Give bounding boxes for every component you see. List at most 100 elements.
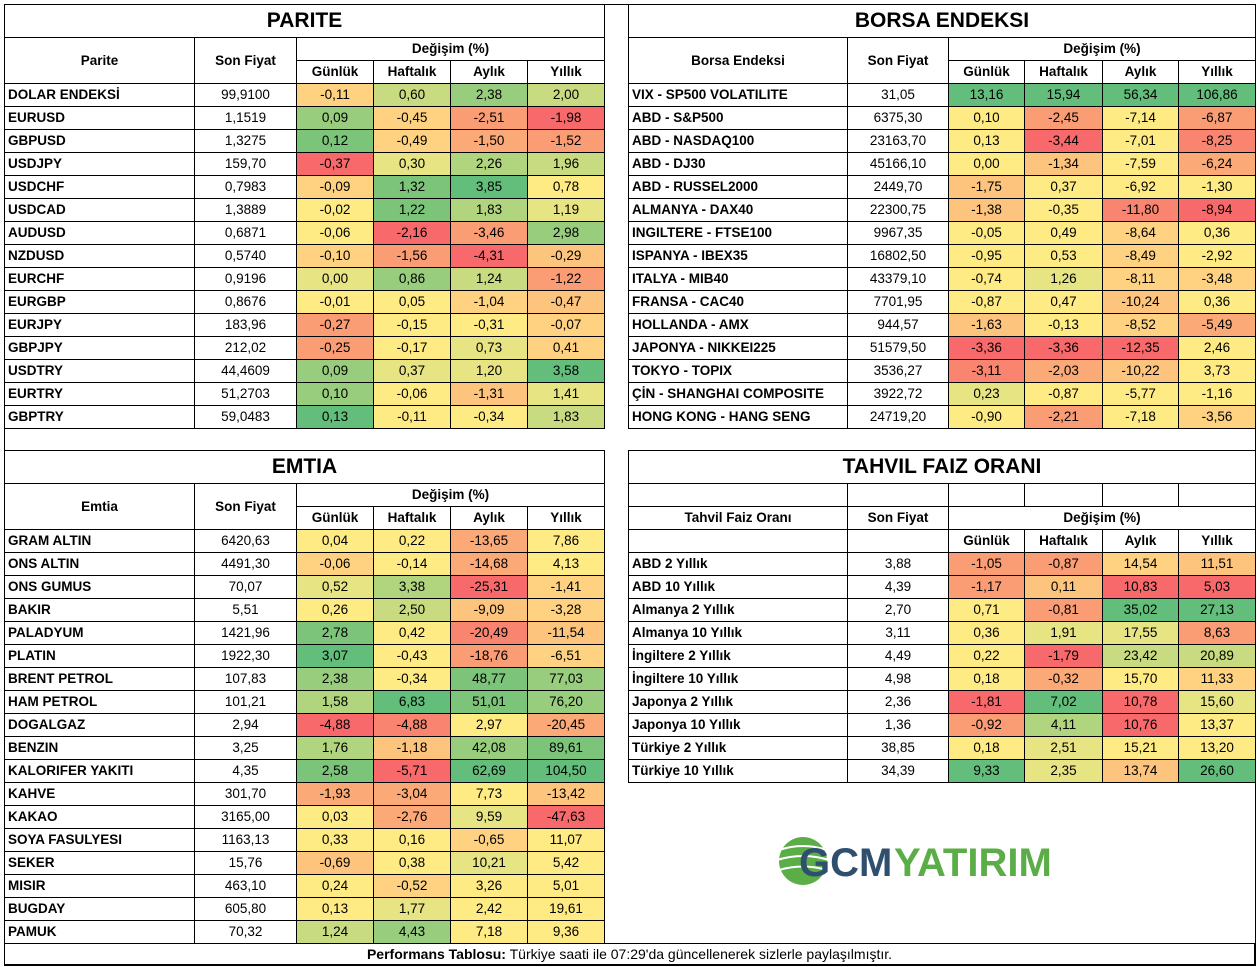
change-cell-haftalik: 1,22 (373, 198, 451, 222)
row-price: 463,10 (194, 874, 297, 898)
price-header: Son Fiyat (194, 483, 297, 530)
parite-table: PARITE Parite Son Fiyat Değişim (%) Günlük Ha… (3, 4, 606, 429)
change-cell-yillik: -0,29 (526, 244, 606, 268)
change-cell-haftalik: -2,03 (1024, 359, 1103, 383)
change-cell-yillik: -8,25 (1177, 129, 1257, 153)
tahvil-panel: TAHVIL FAIZ ORANI Tahvil Faiz Oranı Son Fi… (627, 450, 1257, 783)
row-name: KAKAO (4, 805, 195, 829)
change-cell-haftalik: -2,45 (1024, 106, 1103, 130)
change-cell-haftalik: -0,32 (1024, 667, 1103, 691)
change-cell-aylik: 9,59 (450, 805, 528, 829)
change-header: Değişim (%) (947, 37, 1257, 61)
change-cell-haftalik: -0,49 (373, 129, 451, 153)
change-cell-yillik: -3,28 (526, 598, 606, 622)
row-price: 0,8676 (194, 290, 297, 314)
row-price: 7701,95 (847, 290, 949, 314)
change-cell-yillik: 0,36 (1177, 221, 1257, 245)
row-name: ALMANYA - DAX40 (628, 198, 848, 222)
change-cell-yillik: 11,07 (526, 828, 606, 852)
name-header: Tahvil Faiz Oranı (628, 506, 848, 530)
row-price: 0,5740 (194, 244, 297, 268)
change-cell-gunluk: -1,81 (948, 690, 1025, 714)
change-cell-haftalik: -4,88 (373, 713, 451, 737)
change-cell-haftalik: -0,06 (373, 382, 451, 406)
row-name: KAHVE (4, 782, 195, 806)
table-row: PLATIN 1922,30 3,07 -0,43 -18,76 -6,51 (4, 644, 606, 668)
change-cell-aylik: 13,74 (1102, 759, 1179, 783)
change-cell-gunluk: -1,38 (948, 198, 1025, 222)
change-cell-yillik: 19,61 (526, 897, 606, 921)
change-cell-aylik: -13,65 (450, 529, 528, 553)
change-cell-yillik: -6,24 (1177, 152, 1257, 176)
row-name: BRENT PETROL (4, 667, 195, 691)
table-row: BAKIR 5,51 0,26 2,50 -9,09 -3,28 (4, 598, 606, 622)
change-cell-gunluk: 0,33 (296, 828, 374, 852)
change-cell-gunluk: 1,24 (296, 920, 374, 944)
change-cell-yillik: -1,22 (526, 267, 606, 291)
change-cell-yillik: 77,03 (526, 667, 606, 691)
header-row: Parite Son Fiyat Değişim (%) (4, 37, 606, 84)
table-row: ALMANYA - DAX40 22300,75 -1,38 -0,35 -11,80-… (628, 198, 1257, 222)
row-name: KALORIFER YAKITI (4, 759, 195, 783)
period-header-haftalik: Haftalık (373, 60, 451, 84)
change-cell-haftalik: 1,77 (373, 897, 451, 921)
change-cell-gunluk: 1,58 (296, 690, 374, 714)
change-cell-yillik: -1,16 (1177, 382, 1257, 406)
change-cell-aylik: -1,31 (450, 382, 528, 406)
blank-cell (847, 529, 949, 553)
table-row: EURGBP 0,8676 -0,01 0,05 -1,04 -0,47 (4, 290, 606, 314)
period-header-aylik: Aylık (450, 506, 528, 530)
change-cell-haftalik: 1,91 (1024, 621, 1103, 645)
emtia-panel: EMTIA Emtia Son Fiyat Değişim (%) Günlük Haft… (3, 450, 606, 944)
row-name: GBPJPY (4, 336, 195, 360)
period-header-gunluk: Günlük (948, 529, 1025, 553)
change-cell-gunluk: 9,33 (948, 759, 1025, 783)
table-row: Almanya 2 Yıllık 2,70 0,71 -0,81 35,02 27,13 (628, 598, 1257, 622)
change-cell-haftalik: 0,22 (373, 529, 451, 553)
change-cell-aylik: -1,04 (450, 290, 528, 314)
period-header-haftalik: Haftalık (1024, 60, 1103, 84)
change-cell-haftalik: -2,16 (373, 221, 451, 245)
table-row: PALADYUM 1421,96 2,78 0,42 -20,49 -11,54 (4, 621, 606, 645)
price-header: Son Fiyat (847, 37, 949, 84)
row-price: 1,3275 (194, 129, 297, 153)
change-cell-aylik: -25,31 (450, 575, 528, 599)
table-row: EURJPY 183,96 -0,27 -0,15 -0,31 -0,07 (4, 313, 606, 337)
change-cell-gunluk: 0,00 (948, 152, 1025, 176)
row-price: 1,3889 (194, 198, 297, 222)
change-cell-haftalik: 15,94 (1024, 83, 1103, 107)
change-cell-yillik: -8,94 (1177, 198, 1257, 222)
table-row: SEKER 15,76 -0,69 0,38 10,21 5,42 (4, 851, 606, 875)
change-cell-aylik: -20,49 (450, 621, 528, 645)
change-cell-yillik: -13,42 (526, 782, 606, 806)
table-row: USDCHF 0,7983 -0,09 1,32 3,85 0,78 (4, 175, 606, 199)
change-cell-yillik: 2,00 (526, 83, 606, 107)
change-cell-gunluk: 0,13 (296, 405, 374, 429)
change-cell-gunluk: -1,75 (948, 175, 1025, 199)
row-name: JAPONYA - NIKKEI225 (628, 336, 848, 360)
row-name: Japonya 10 Yıllık (628, 713, 848, 737)
change-cell-aylik: -6,92 (1102, 175, 1179, 199)
change-cell-haftalik: 1,26 (1024, 267, 1103, 291)
price-header: Son Fiyat (194, 37, 297, 84)
change-cell-yillik: 8,63 (1177, 621, 1257, 645)
table-row: GRAM ALTIN 6420,63 0,04 0,22 -13,65 7,86 (4, 529, 606, 553)
row-price: 159,70 (194, 152, 297, 176)
change-cell-haftalik: 0,11 (1024, 575, 1103, 599)
table-row: ONS ALTIN 4491,30 -0,06 -0,14 -14,68 4,13 (4, 552, 606, 576)
table-row: HOLLANDA - AMX 944,57 -1,63 -0,13 -8,52 -5,49 (628, 313, 1257, 337)
row-price: 45166,10 (847, 152, 949, 176)
change-cell-yillik: 9,36 (526, 920, 606, 944)
table-row: VIX - SP500 VOLATILITE 31,05 13,16 15,94 56,… (628, 83, 1257, 107)
change-cell-aylik: -4,31 (450, 244, 528, 268)
row-name: EURTRY (4, 382, 195, 406)
change-cell-gunluk: -0,11 (296, 83, 374, 107)
change-cell-haftalik: -0,52 (373, 874, 451, 898)
subheader-row: Günlük Haftalık Aylık Yıllık (628, 529, 1257, 553)
change-cell-gunluk: 0,13 (948, 129, 1025, 153)
row-name: DOGALGAZ (4, 713, 195, 737)
change-cell-haftalik: -3,44 (1024, 129, 1103, 153)
period-header-gunluk: Günlük (296, 506, 374, 530)
change-header: Değişim (%) (295, 37, 606, 61)
change-cell-gunluk: -0,10 (296, 244, 374, 268)
